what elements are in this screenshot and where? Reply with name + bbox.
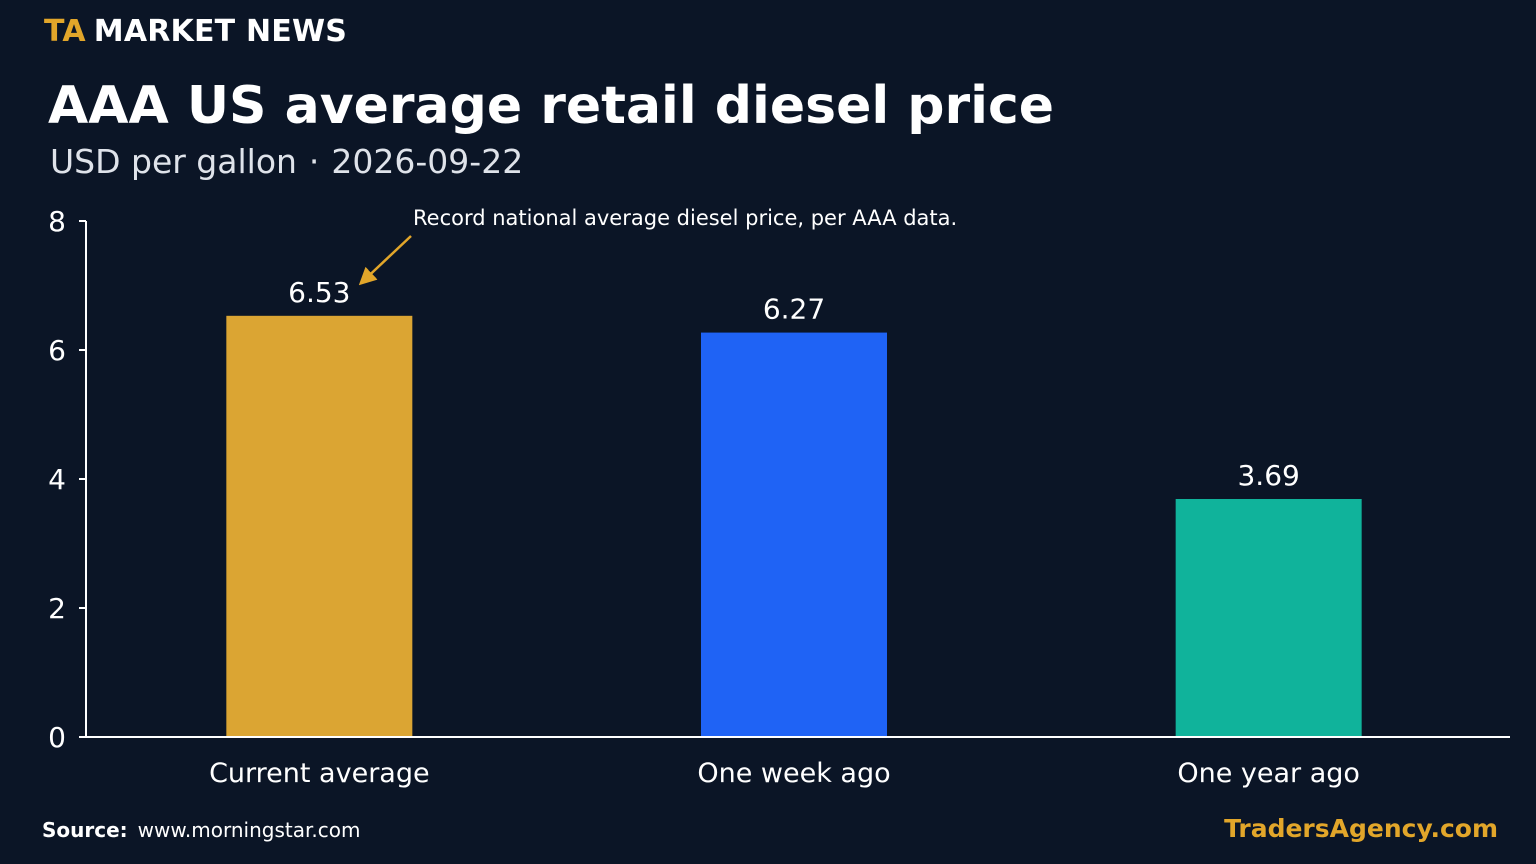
y-tick-label: 4	[48, 463, 66, 496]
x-axis-labels: Current average One week ago One year ago	[209, 758, 1360, 789]
bar	[1175, 498, 1362, 737]
bar	[701, 332, 887, 737]
source-note: Source: www.morningstar.com	[42, 818, 360, 842]
subtitle-date: 2026-09-22	[331, 142, 524, 181]
x-tick-label: Current average	[209, 758, 430, 789]
source-value: www.morningstar.com	[137, 818, 361, 842]
brand-name: MARKET NEWS	[93, 14, 348, 49]
bar-value-label: 3.69	[1237, 459, 1299, 492]
subtitle-separator: ·	[308, 142, 320, 181]
bar	[226, 315, 413, 737]
value-labels: 6.53 6.27 3.69	[288, 276, 1300, 492]
annotation-arrow	[358, 235, 412, 286]
subtitle-unit: USD per gallon	[50, 142, 297, 181]
bars	[226, 315, 1362, 737]
bar-value-label: 6.53	[288, 276, 350, 309]
bar-value-label: 6.27	[763, 293, 825, 326]
brand-mark: TA	[44, 14, 86, 49]
y-tick-label: 6	[48, 334, 66, 367]
x-tick-label: One year ago	[1177, 758, 1360, 789]
x-tick-label: One week ago	[697, 758, 890, 789]
brand-logo: TA MARKET NEWS	[44, 14, 347, 49]
y-tick-label: 2	[48, 592, 66, 625]
y-axis-ticks: 0 2 4 6 8	[48, 205, 86, 754]
footer-brand: TradersAgency.com	[1224, 814, 1498, 843]
annotation: Record national average diesel price, pe…	[358, 206, 957, 286]
chart-subtitle: USD per gallon · 2026-09-22	[50, 142, 523, 181]
source-label: Source:	[42, 818, 128, 842]
y-tick-label: 8	[48, 205, 66, 238]
y-tick-label: 0	[48, 721, 66, 754]
annotation-text: Record national average diesel price, pe…	[413, 206, 957, 230]
chart-title: AAA US average retail diesel price	[48, 76, 1055, 136]
